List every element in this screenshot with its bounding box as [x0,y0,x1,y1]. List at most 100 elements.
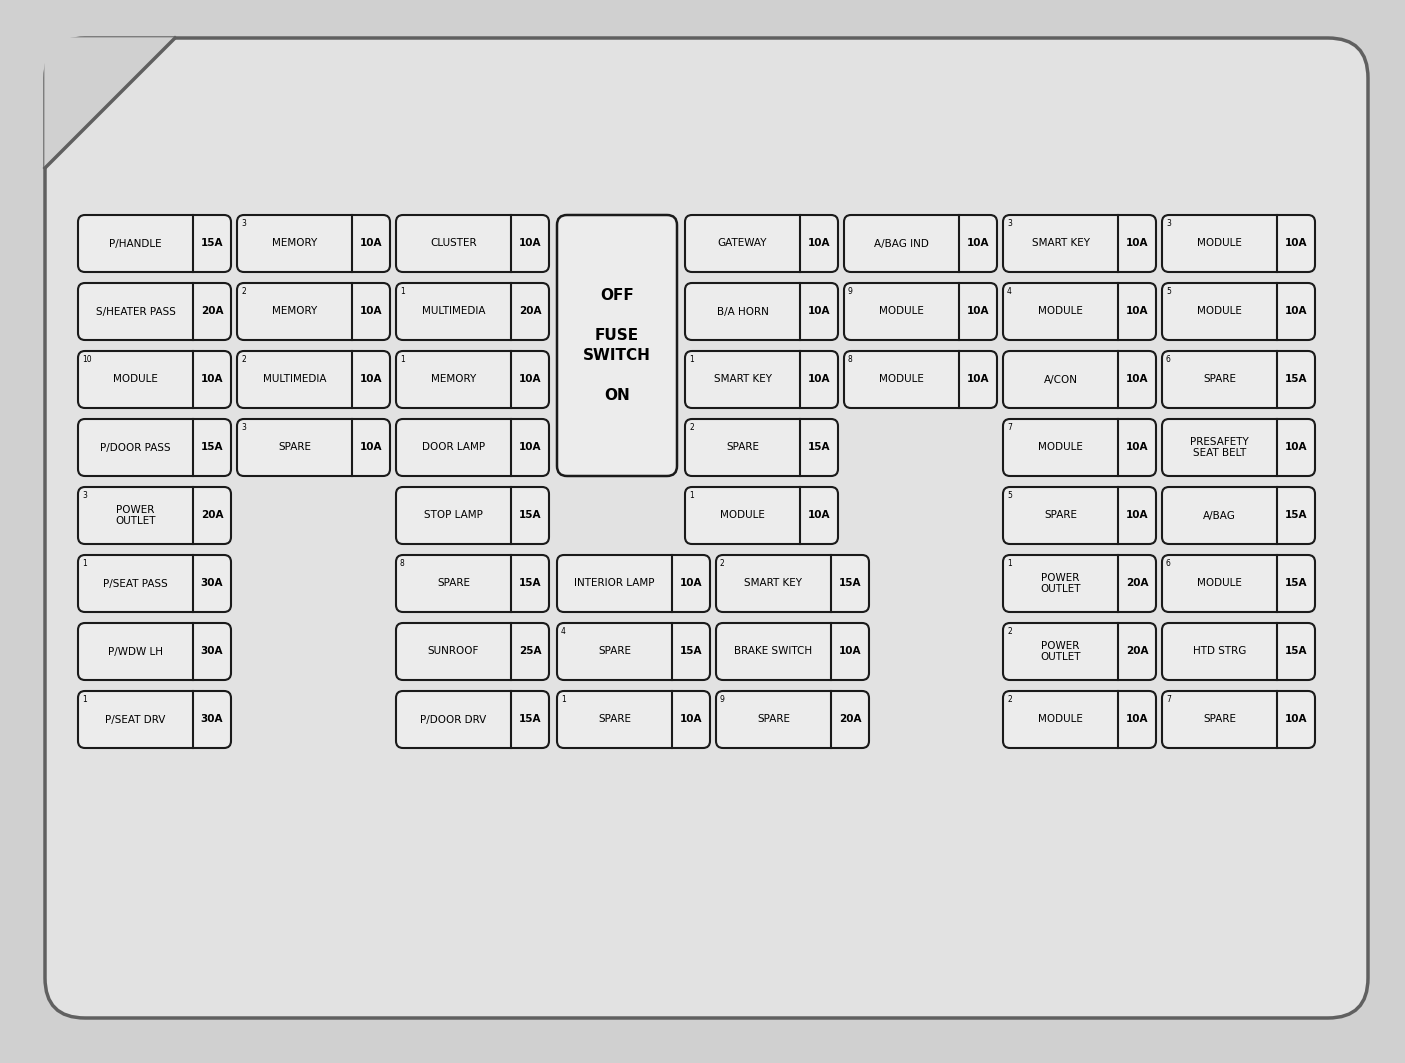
Text: 10A: 10A [808,238,830,249]
Text: 15A: 15A [201,442,223,453]
Text: 10A: 10A [808,510,830,521]
FancyBboxPatch shape [556,215,677,476]
Text: 1: 1 [81,695,87,704]
Text: MODULE: MODULE [721,510,764,521]
Text: 30A: 30A [201,646,223,657]
Text: 15A: 15A [1284,578,1307,589]
Text: POWER
OUTLET: POWER OUTLET [1040,641,1080,661]
Text: 3: 3 [1166,219,1170,227]
FancyBboxPatch shape [686,215,837,272]
FancyBboxPatch shape [237,351,391,408]
FancyBboxPatch shape [1003,691,1156,748]
Text: MODULE: MODULE [112,374,157,385]
Text: SPARE: SPARE [437,578,471,589]
FancyBboxPatch shape [1162,351,1315,408]
Text: 20A: 20A [201,510,223,521]
FancyBboxPatch shape [1003,215,1156,272]
FancyBboxPatch shape [237,215,391,272]
Text: 4: 4 [1007,287,1012,296]
Text: 20A: 20A [1125,578,1148,589]
Text: 3: 3 [81,491,87,500]
Text: 15A: 15A [839,578,861,589]
Text: MULTIMEDIA: MULTIMEDIA [263,374,326,385]
Text: 15A: 15A [518,714,541,725]
Text: MODULE: MODULE [1038,442,1083,453]
FancyBboxPatch shape [396,691,549,748]
Text: 20A: 20A [839,714,861,725]
Text: P/HANDLE: P/HANDLE [110,238,162,249]
Text: 9: 9 [849,287,853,296]
Text: B/A HORN: B/A HORN [717,306,769,317]
FancyBboxPatch shape [79,691,230,748]
Text: 30A: 30A [201,714,223,725]
Text: SPARE: SPARE [599,646,631,657]
FancyBboxPatch shape [556,623,710,680]
Text: 10A: 10A [1284,442,1307,453]
Text: 10A: 10A [808,374,830,385]
Polygon shape [45,38,176,168]
Text: 6: 6 [1166,559,1170,568]
FancyBboxPatch shape [396,623,549,680]
Text: MODULE: MODULE [880,374,924,385]
Text: 10A: 10A [360,374,382,385]
FancyBboxPatch shape [396,419,549,476]
FancyBboxPatch shape [844,215,998,272]
Text: MEMORY: MEMORY [273,306,318,317]
Text: 10A: 10A [967,374,989,385]
Text: 10A: 10A [1284,306,1307,317]
Text: SMART KEY: SMART KEY [745,578,802,589]
Text: 20A: 20A [201,306,223,317]
FancyBboxPatch shape [79,215,230,272]
Text: 10A: 10A [360,238,382,249]
FancyBboxPatch shape [237,419,391,476]
FancyBboxPatch shape [79,623,230,680]
Text: 15A: 15A [518,510,541,521]
Text: 10A: 10A [360,306,382,317]
Text: 10: 10 [81,355,91,364]
FancyBboxPatch shape [686,487,837,544]
Text: SPARE: SPARE [757,714,790,725]
Text: A/BAG: A/BAG [1203,510,1236,521]
Text: SMART KEY: SMART KEY [1031,238,1089,249]
Text: MEMORY: MEMORY [273,238,318,249]
Text: 10A: 10A [360,442,382,453]
FancyBboxPatch shape [686,351,837,408]
Text: 25A: 25A [518,646,541,657]
Text: 10A: 10A [518,442,541,453]
FancyBboxPatch shape [237,283,391,340]
Text: CLUSTER: CLUSTER [430,238,476,249]
FancyBboxPatch shape [79,351,230,408]
Text: MODULE: MODULE [1197,306,1242,317]
FancyBboxPatch shape [1162,215,1315,272]
Text: 1: 1 [561,695,566,704]
Text: A/BAG IND: A/BAG IND [874,238,929,249]
FancyBboxPatch shape [1003,623,1156,680]
Text: 6: 6 [1166,355,1170,364]
Text: P/SEAT PASS: P/SEAT PASS [103,578,167,589]
Text: OFF

FUSE
SWITCH

ON: OFF FUSE SWITCH ON [583,288,651,403]
Text: 10A: 10A [967,306,989,317]
FancyBboxPatch shape [79,555,230,612]
Text: MULTIMEDIA: MULTIMEDIA [422,306,485,317]
FancyBboxPatch shape [1162,487,1315,544]
Text: MODULE: MODULE [1038,714,1083,725]
Text: P/DOOR PASS: P/DOOR PASS [100,442,171,453]
FancyBboxPatch shape [844,283,998,340]
Text: 10A: 10A [1125,374,1148,385]
FancyBboxPatch shape [1003,555,1156,612]
Text: 5: 5 [1166,287,1170,296]
FancyBboxPatch shape [717,691,870,748]
Text: SPARE: SPARE [278,442,311,453]
Text: MODULE: MODULE [1197,238,1242,249]
FancyBboxPatch shape [556,691,710,748]
Text: 10A: 10A [839,646,861,657]
FancyBboxPatch shape [686,419,837,476]
Text: MODULE: MODULE [880,306,924,317]
FancyBboxPatch shape [396,215,549,272]
FancyBboxPatch shape [1162,623,1315,680]
Text: POWER
OUTLET: POWER OUTLET [1040,573,1080,594]
FancyBboxPatch shape [717,555,870,612]
Text: 30A: 30A [201,578,223,589]
Text: 15A: 15A [1284,646,1307,657]
FancyBboxPatch shape [844,351,998,408]
